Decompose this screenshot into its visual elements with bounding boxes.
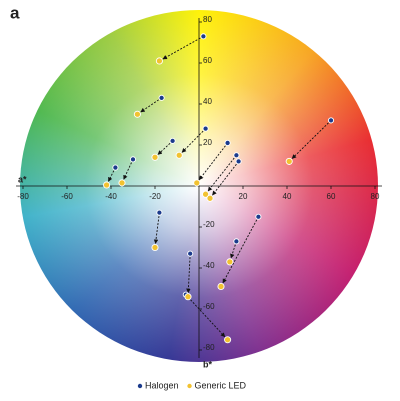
y-tick-label: -60 [203, 302, 215, 311]
point [200, 33, 207, 40]
x-tick-label: 40 [283, 192, 292, 201]
shift-arrow [123, 159, 134, 180]
shift-arrow [153, 212, 160, 244]
x-axis-label: a* [18, 174, 27, 184]
point [233, 238, 240, 245]
point [158, 94, 165, 101]
point [193, 179, 201, 187]
y-tick-label: 20 [203, 138, 212, 147]
shift-arrow [108, 167, 116, 182]
point [255, 213, 262, 220]
shift-arrow [140, 97, 162, 113]
shift-arrow [185, 294, 226, 338]
point [151, 243, 159, 252]
point [112, 164, 119, 171]
point [133, 110, 141, 118]
point [169, 137, 176, 144]
point [103, 181, 111, 189]
point [118, 179, 126, 187]
x-tick-label: 80 [371, 192, 380, 201]
x-tick-label: -60 [61, 192, 73, 201]
shift-arrow [222, 216, 259, 284]
point [202, 190, 210, 198]
point [129, 156, 137, 163]
point [187, 250, 194, 257]
shift-arrow [230, 241, 237, 259]
x-tick-label: -80 [17, 192, 29, 201]
point [202, 125, 209, 132]
point [175, 151, 183, 159]
shift-arrow [198, 142, 228, 181]
y-tick-label: -40 [203, 261, 215, 270]
point [217, 282, 225, 291]
y-tick-label: -80 [203, 343, 215, 352]
y-tick-label: -20 [203, 220, 215, 229]
point [156, 209, 163, 216]
y-tick-label: 60 [203, 56, 212, 65]
panel-label: a [10, 3, 20, 22]
point [184, 293, 192, 301]
shift-arrow [212, 161, 239, 196]
legend-label: Halogen [145, 380, 179, 390]
shift-arrow [291, 120, 332, 159]
y-axis-label: b* [203, 359, 212, 369]
point [224, 139, 231, 146]
x-tick-label: 60 [327, 192, 336, 201]
x-tick-label: 20 [239, 192, 248, 201]
x-tick-label: -20 [149, 192, 161, 201]
point [226, 258, 234, 266]
point [233, 152, 240, 159]
point [327, 117, 335, 124]
shift-arrow [186, 253, 191, 294]
point [224, 336, 232, 344]
point [285, 157, 293, 165]
legend-label: Generic LED [195, 380, 247, 390]
point [155, 57, 163, 65]
point [206, 194, 214, 202]
shift-arrow [207, 154, 237, 192]
legend-marker [137, 383, 143, 389]
y-tick-label: 40 [203, 97, 212, 106]
point [235, 158, 242, 165]
x-tick-label: -40 [105, 192, 117, 201]
legend-marker [186, 383, 193, 389]
point [151, 153, 159, 161]
y-tick-label: 80 [203, 15, 212, 24]
shift-arrow [162, 35, 204, 60]
